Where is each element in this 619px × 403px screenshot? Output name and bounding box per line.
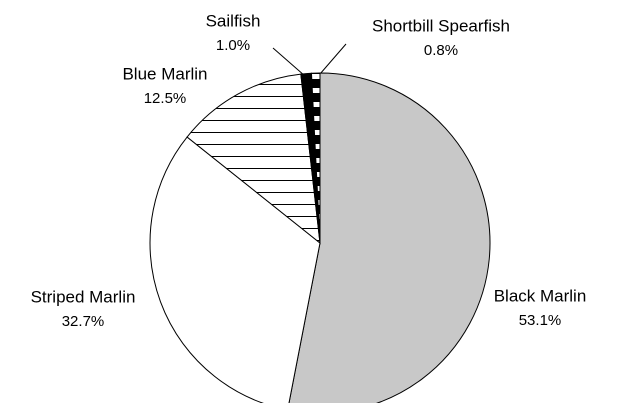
leader-line — [272, 47, 306, 77]
slice-value: 53.1% — [519, 312, 562, 329]
pie-slice — [149, 136, 321, 403]
slice-label: Sailfish — [206, 11, 261, 30]
slice-value: 0.8% — [424, 42, 458, 59]
slice-label: Shortbill Spearfish — [372, 16, 510, 35]
slice-value: 1.0% — [216, 37, 250, 54]
slice-value: 12.5% — [144, 90, 187, 107]
pie-slice — [310, 72, 321, 244]
pie-slice — [288, 72, 491, 403]
leader-line — [319, 43, 347, 75]
slice-value: 32.7% — [62, 313, 105, 330]
slice-label: Blue Marlin — [122, 64, 207, 83]
pie-slice — [186, 73, 321, 245]
slice-label: Striped Marlin — [31, 287, 136, 306]
slice-label: Black Marlin — [494, 286, 587, 305]
